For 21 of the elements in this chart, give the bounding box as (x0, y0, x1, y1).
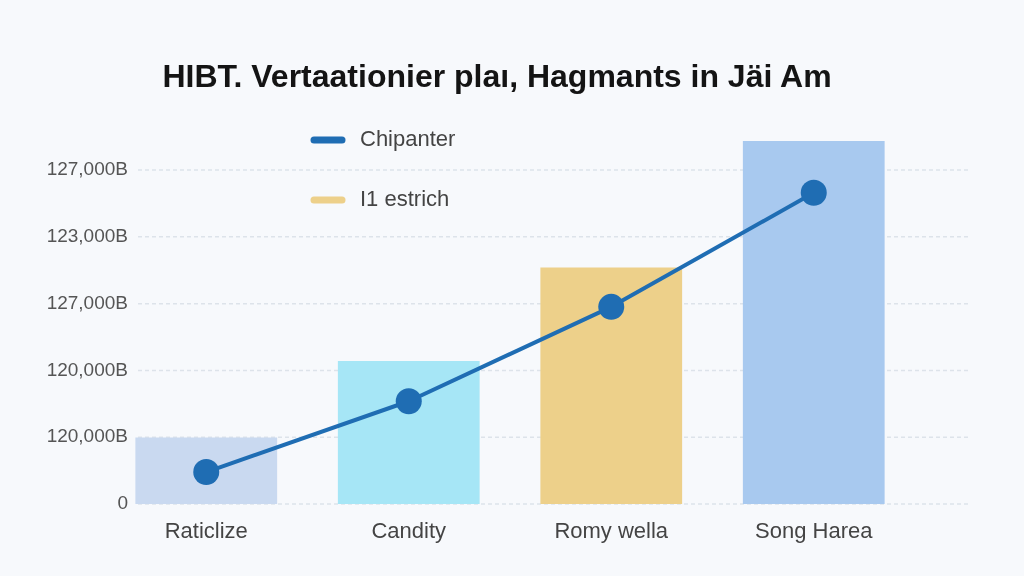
point (193, 459, 220, 486)
text: 127,000B (46, 158, 128, 180)
bar (337, 360, 480, 504)
text: 120,000B (46, 425, 128, 447)
x-tick-label: Song Harea (755, 518, 874, 544)
chart-title: HIBT. Vertaationier plaı, Hagmants in Jäi Am (161, 57, 833, 95)
legend-label: I1 estrich (360, 186, 450, 212)
bar (742, 140, 885, 504)
x-tick-label: Candity (371, 518, 447, 544)
point (395, 388, 422, 415)
x-tick-label: Romy wella (554, 518, 669, 544)
point (800, 179, 827, 206)
bar (540, 267, 683, 504)
text: 120,000B (46, 358, 128, 380)
legend-label: Chipanter (360, 126, 456, 152)
point (598, 293, 625, 320)
text: 123,000B (46, 225, 128, 247)
text: 127,000B (46, 291, 128, 313)
text: 0 (117, 492, 128, 514)
bar (135, 437, 278, 504)
x-tick-label: Raticlize (164, 518, 248, 544)
